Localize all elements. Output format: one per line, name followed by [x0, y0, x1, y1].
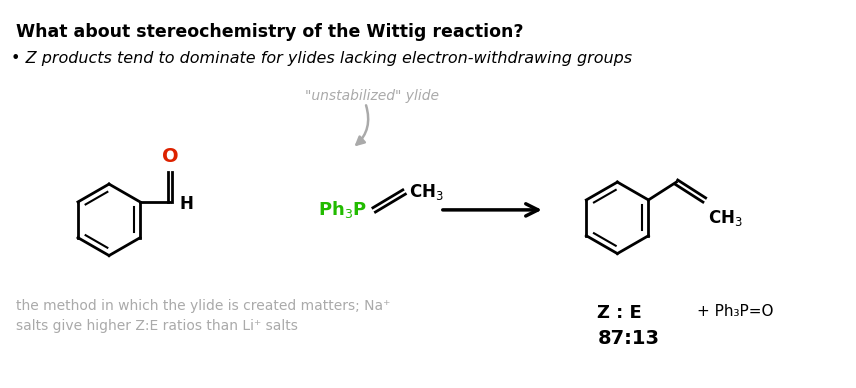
Text: CH$_3$: CH$_3$: [409, 182, 443, 202]
Text: Ph$_3$P: Ph$_3$P: [318, 199, 367, 220]
Text: • Z products tend to dominate for ylides lacking electron-withdrawing groups: • Z products tend to dominate for ylides…: [11, 51, 633, 66]
Text: "unstabilized" ylide: "unstabilized" ylide: [306, 89, 439, 103]
FancyArrowPatch shape: [356, 105, 368, 145]
Text: Z : E: Z : E: [597, 304, 642, 322]
Text: the method in which the ylide is created matters; Na⁺: the method in which the ylide is created…: [16, 299, 390, 313]
Text: salts give higher Z:E ratios than Li⁺ salts: salts give higher Z:E ratios than Li⁺ sa…: [16, 319, 298, 333]
Text: 87:13: 87:13: [597, 329, 659, 348]
Text: What about stereochemistry of the Wittig reaction?: What about stereochemistry of the Wittig…: [16, 23, 524, 41]
Text: O: O: [162, 147, 178, 166]
Text: CH$_3$: CH$_3$: [708, 208, 743, 228]
Text: H: H: [180, 195, 193, 213]
Text: + Ph₃P=O: + Ph₃P=O: [697, 304, 774, 319]
